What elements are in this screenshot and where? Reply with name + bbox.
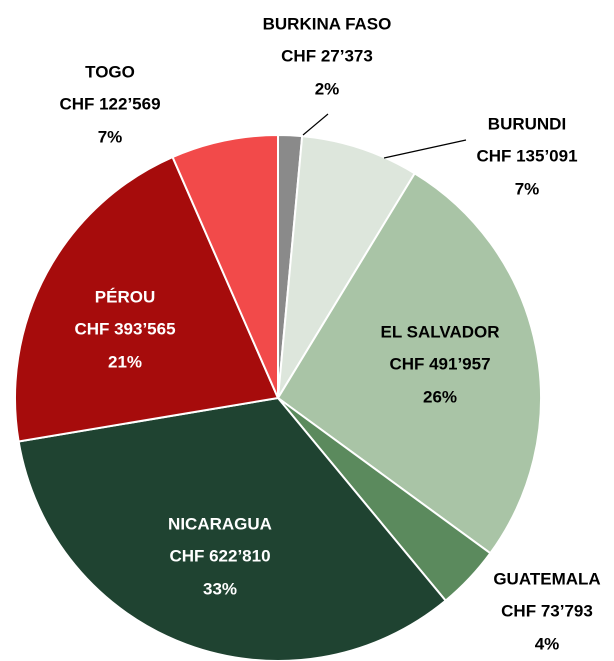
slice-percent-label: 4% bbox=[535, 634, 560, 653]
slice-percent-label: 7% bbox=[515, 179, 540, 198]
pie-slice bbox=[277, 135, 417, 399]
slice-percent-label: 33% bbox=[203, 579, 237, 598]
slice-name: NICARAGUA bbox=[168, 514, 272, 533]
slice-value-label: CHF 393’565 bbox=[74, 319, 175, 338]
slice-percent-label: 26% bbox=[423, 387, 457, 406]
slice-name: EL SALVADOR bbox=[380, 322, 499, 341]
pie-slice bbox=[276, 171, 542, 555]
slice-percent-label: 2% bbox=[315, 79, 340, 98]
slice-percent-label: 21% bbox=[108, 352, 142, 371]
pie-slice bbox=[17, 396, 448, 661]
pie-slice bbox=[171, 133, 279, 399]
slice-name: BURKINA FASO bbox=[263, 14, 392, 33]
slice-name: TOGO bbox=[85, 62, 135, 81]
slice-name: BURUNDI bbox=[488, 114, 566, 133]
slice-percent-label: 7% bbox=[98, 127, 123, 146]
slice-value-label: CHF 73’793 bbox=[501, 601, 593, 620]
slice-name: PÉROU bbox=[95, 287, 155, 306]
leader-line bbox=[383, 139, 467, 159]
slice-value-label: CHF 491’957 bbox=[389, 354, 490, 373]
slice-value-label: CHF 27’373 bbox=[281, 46, 373, 65]
slice-value-label: CHF 135’091 bbox=[476, 146, 577, 165]
slice-name: GUATEMALA bbox=[493, 569, 600, 588]
slice-value-label: CHF 122’569 bbox=[59, 94, 160, 113]
leader-line bbox=[302, 113, 329, 136]
pie-slice bbox=[14, 155, 280, 443]
slice-value-label: CHF 622’810 bbox=[169, 546, 270, 565]
